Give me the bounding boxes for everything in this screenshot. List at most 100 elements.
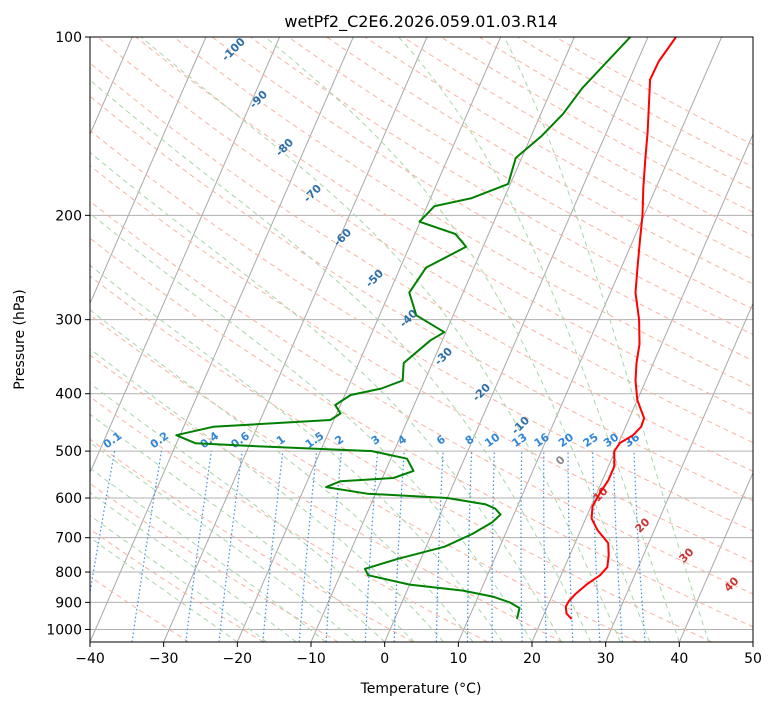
x-tick-label: 20 (523, 651, 541, 667)
dry-adiabat-line (517, 37, 753, 168)
adiabat-label: 20 (633, 515, 653, 535)
x-tick-label: 40 (670, 651, 688, 667)
adiabat-label: -30 (432, 345, 455, 368)
dry-adiabat-line (211, 37, 753, 362)
moist-adiabat-line (90, 382, 415, 642)
mixing-ratio-label: 0.6 (229, 429, 253, 451)
mixing-ratio-line (592, 451, 601, 642)
adiabat-label: -80 (273, 136, 296, 159)
mixing-ratio-line (520, 451, 523, 642)
moist-adiabat-line (264, 37, 651, 642)
mixing-ratio-line (491, 451, 495, 642)
x-tick-label: −20 (223, 651, 253, 667)
mixing-ratio-label: 3 (369, 433, 383, 448)
isotherm-gridline (236, 37, 502, 642)
adiabat-label: 0 (553, 453, 568, 468)
isotherm-gridline (90, 37, 281, 474)
mixing-ratio-line (633, 451, 646, 642)
mixing-ratio-label: 0.1 (101, 429, 124, 451)
mixing-ratio-label: 2 (333, 433, 347, 448)
dry-adiabat-line (364, 37, 753, 261)
isotherm-gridline (90, 37, 207, 305)
x-tick-label: 50 (744, 651, 762, 667)
x-tick-label: −40 (75, 651, 105, 667)
y-tick-label: 400 (55, 387, 82, 403)
isotherm-gridline (678, 471, 753, 642)
mixing-ratio-line (262, 451, 284, 642)
moist-adiabat-line (90, 151, 562, 642)
mixing-ratio-label: 30 (601, 430, 621, 450)
dry-adiabat-line (90, 354, 563, 642)
adiabat-label: -70 (301, 182, 324, 205)
mixing-ratio-label: 20 (556, 430, 576, 450)
plot-frame (89, 36, 754, 643)
dry-adiabat-line (90, 275, 712, 642)
temperature-profile-line (564, 37, 677, 620)
mixing-ratio-line (90, 450, 116, 597)
moist-adiabat-line (90, 413, 386, 642)
isotherm-gridline (605, 302, 753, 642)
x-tick-label: −30 (149, 651, 179, 667)
dry-adiabat-line (90, 129, 753, 532)
moist-adiabat-line (90, 309, 474, 642)
mixing-ratio-label: 1 (274, 433, 288, 448)
adiabat-label: -10 (509, 414, 532, 437)
moist-adiabat-line (503, 37, 710, 642)
x-axis-label: Temperature (°C) (360, 681, 482, 697)
dry-adiabat-line (90, 482, 339, 642)
y-tick-label: 500 (55, 444, 82, 460)
adiabat-label: -40 (397, 307, 420, 330)
mixing-ratio-label: 25 (581, 431, 601, 450)
x-tick-label: −10 (296, 651, 326, 667)
mixing-ratio-line (218, 451, 243, 642)
dry-adiabat-line (90, 237, 753, 628)
dry-adiabat-line (479, 37, 753, 191)
mixing-ratio-label: 0.2 (148, 429, 171, 451)
x-tick-label: 10 (449, 651, 467, 667)
adiabat-label: -60 (331, 226, 354, 249)
dry-adiabat-line (97, 37, 753, 444)
mixing-ratio-line (567, 451, 574, 642)
dry-adiabat-line (90, 528, 264, 642)
y-tick-label: 1000 (46, 622, 82, 638)
isotherm-gridline (90, 37, 354, 642)
moist-adiabat-line (90, 264, 503, 642)
moist-adiabat-line (90, 348, 444, 642)
dry-adiabat-line (402, 37, 753, 237)
mixing-ratio-line (131, 450, 163, 642)
mixing-ratio-line (185, 451, 213, 642)
y-tick-label: 800 (55, 565, 82, 581)
moist-adiabat-line (90, 491, 297, 642)
dry-adiabat-line (90, 95, 753, 502)
adiabat-label: -100 (219, 35, 248, 64)
isotherm-gridline (457, 37, 723, 642)
mixing-ratio-label: 4 (395, 433, 409, 448)
moist-adiabat-line (90, 514, 268, 642)
moist-adiabat-line (90, 212, 533, 642)
dry-adiabat-line (135, 37, 753, 416)
chart-title: wetPf2_C2E6.2026.059.01.03.R14 (284, 12, 557, 32)
dry-adiabat-line (250, 37, 753, 336)
isotherm-gridline (163, 37, 428, 642)
adiabat-label: -90 (247, 88, 270, 111)
dry-adiabat-line (90, 396, 488, 642)
mixing-ratio-label: 0.4 (198, 429, 222, 451)
adiabat-label: 30 (677, 545, 697, 565)
moist-adiabat-line (398, 37, 680, 642)
isotherm-gridline (752, 640, 753, 642)
adiabat-label: 40 (722, 574, 742, 594)
dry-adiabat-line (288, 37, 753, 310)
y-tick-label: 300 (55, 313, 82, 329)
isotherm-gridline (384, 37, 649, 642)
dewpoint-profile-line (175, 37, 632, 620)
dry-adiabat-line (90, 438, 414, 642)
dry-adiabat-line (555, 37, 753, 146)
y-axis-label: Pressure (hPa) (12, 289, 28, 389)
dry-adiabat-line (90, 314, 638, 642)
x-tick-label: 0 (380, 651, 389, 667)
adiabat-label: -50 (363, 267, 386, 290)
y-tick-label: 900 (55, 595, 82, 611)
mixing-ratio-label: 6 (434, 433, 448, 448)
dry-adiabat-line (90, 575, 190, 642)
